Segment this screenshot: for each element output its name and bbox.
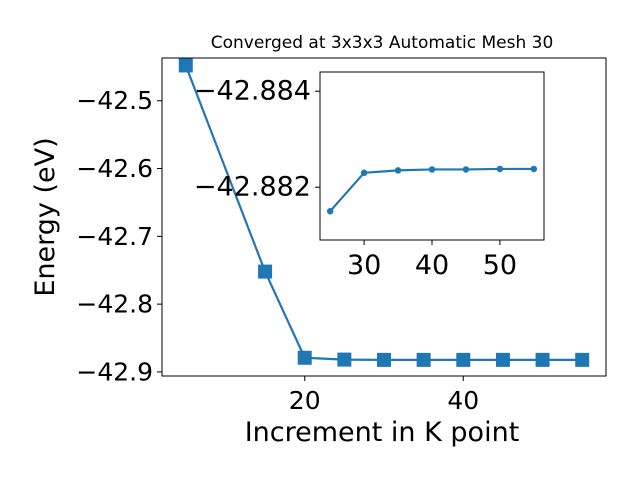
inset-data-point [462, 166, 470, 173]
inset-series [326, 165, 538, 215]
main-y-tick-label: −42.7 [76, 222, 153, 251]
inset-x-tick-label: 50 [483, 250, 517, 281]
main-series-line [184, 65, 583, 361]
main-data-point [456, 352, 471, 367]
main-data-point [495, 352, 510, 367]
main-data-point [297, 350, 312, 365]
main-x-tick-label: 40 [447, 386, 479, 415]
inset-y-ticks: −42.884 −42.882 [194, 76, 320, 203]
y-axis-label: Energy (eV) [30, 137, 61, 296]
main-data-point [258, 264, 273, 279]
main-data-point [178, 58, 193, 73]
main-series [178, 58, 590, 367]
main-data-point [575, 352, 590, 367]
inset-x-ticks: 30 40 50 [347, 240, 517, 281]
main-data-point [337, 352, 352, 367]
main-data-point [535, 352, 550, 367]
inset-x-tick-label: 40 [415, 250, 449, 281]
inset-data-point [394, 167, 402, 174]
main-x-ticks: 20 40 [289, 376, 479, 415]
main-data-point [416, 352, 431, 367]
inset-data-point [326, 207, 334, 215]
inset-y-tick-label: −42.884 [194, 76, 311, 107]
chart-title: Converged at 3x3x3 Automatic Mesh 30 [211, 33, 554, 53]
main-data-point [377, 352, 391, 367]
main-y-tick-label: −42.5 [76, 86, 153, 115]
inset-data-point [360, 169, 368, 177]
main-y-ticks: −42.5 −42.6 −42.7 −42.8 −42.9 [76, 86, 162, 386]
x-axis-label: Increment in K point [245, 417, 520, 448]
inset-background [320, 72, 544, 240]
inset-y-tick-label: −42.882 [194, 172, 311, 203]
main-plot-frame [161, 57, 607, 377]
inset-data-point [530, 165, 538, 173]
main-y-tick-label: −42.8 [76, 290, 153, 319]
inset-data-point [428, 166, 436, 173]
inset-x-tick-label: 30 [347, 250, 381, 281]
main-y-tick-label: −42.6 [76, 154, 153, 183]
main-plot: Converged at 3x3x3 Automatic Mesh 30 20 4… [30, 33, 607, 448]
main-y-tick-label: −42.9 [76, 357, 153, 386]
inset-plot: 30 40 50 −42.884 −42.882 [194, 71, 545, 281]
main-x-tick-label: 20 [289, 386, 321, 415]
inset-data-point [496, 165, 504, 173]
